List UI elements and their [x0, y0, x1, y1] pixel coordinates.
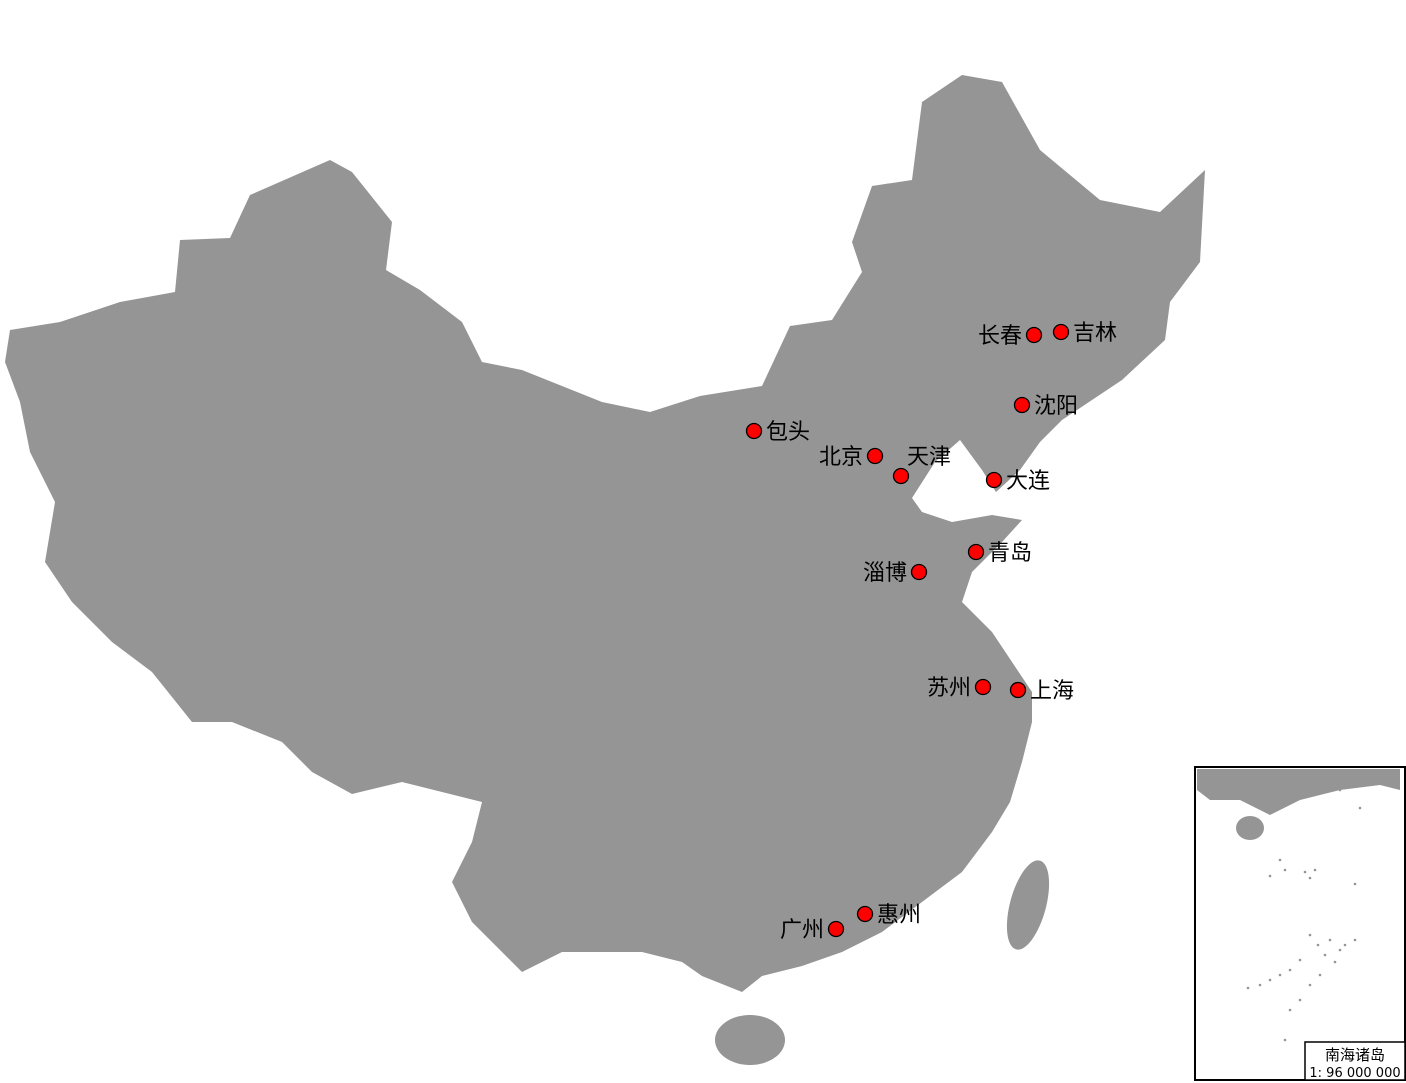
city-label: 吉林	[1073, 321, 1117, 346]
city-marker[interactable]	[866, 447, 884, 465]
city-marker[interactable]	[974, 678, 992, 696]
city-marker[interactable]	[910, 563, 928, 581]
city-marker[interactable]	[967, 543, 985, 561]
city-marker[interactable]	[1025, 326, 1043, 344]
mainland-china	[5, 75, 1205, 1065]
city-12: 广州	[780, 918, 845, 943]
city-label: 青岛	[988, 541, 1032, 566]
city-label: 天津	[907, 445, 951, 470]
city-3: 包头	[745, 420, 810, 445]
mainland-shape	[5, 75, 1205, 992]
inset-coast	[1197, 769, 1400, 815]
city-label: 大连	[1006, 469, 1050, 494]
city-5: 天津	[892, 445, 951, 485]
inset-scale: 1: 96 000 000	[1309, 1066, 1400, 1081]
city-label: 长春	[978, 324, 1022, 349]
city-10: 上海	[1009, 679, 1074, 704]
city-label: 淄博	[863, 561, 907, 586]
city-11: 惠州	[856, 903, 921, 928]
city-label: 上海	[1030, 679, 1074, 704]
city-label: 包头	[766, 420, 810, 445]
city-2: 沈阳	[1013, 394, 1078, 419]
city-9: 苏州	[927, 676, 992, 701]
city-marker[interactable]	[856, 905, 874, 923]
city-7: 青岛	[967, 541, 1032, 566]
inset-title: 南海诸岛	[1325, 1046, 1385, 1064]
city-marker[interactable]	[1009, 681, 1027, 699]
city-marker[interactable]	[1052, 323, 1070, 341]
city-label: 北京	[819, 445, 863, 470]
inset-hainan	[1236, 816, 1264, 840]
taiwan-island	[1006, 860, 1050, 950]
city-1: 吉林	[1052, 321, 1117, 346]
city-label: 苏州	[927, 676, 971, 701]
south-china-sea-inset: 南海诸岛 1: 96 000 000	[1194, 766, 1406, 1081]
city-marker[interactable]	[985, 471, 1003, 489]
city-label: 沈阳	[1034, 394, 1078, 419]
hainan-island	[715, 1015, 785, 1065]
city-marker[interactable]	[745, 422, 763, 440]
city-6: 大连	[985, 469, 1050, 494]
city-marker[interactable]	[1013, 396, 1031, 414]
inset-islets	[1246, 788, 1362, 1042]
city-marker[interactable]	[892, 467, 910, 485]
city-4: 北京	[819, 445, 884, 470]
city-0: 长春	[978, 324, 1043, 349]
city-marker[interactable]	[827, 920, 845, 938]
city-label: 惠州	[877, 903, 921, 928]
city-label: 广州	[780, 918, 824, 943]
city-8: 淄博	[863, 561, 928, 586]
